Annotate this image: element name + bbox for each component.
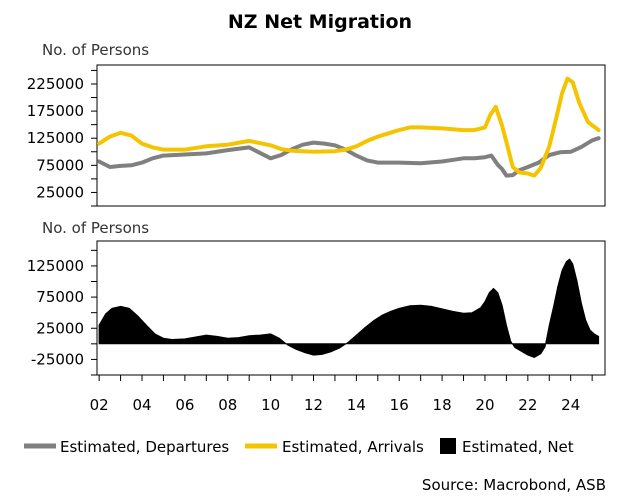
series-arrivals-line [97,76,601,178]
top-panel-frame [96,64,606,207]
bottom-panel-net-area [98,258,600,359]
x-tick-label: 24 [561,396,580,414]
x-tick-label: 06 [175,396,194,414]
legend: Estimated, Departures Estimated, Arrival… [24,438,574,456]
source-note: Source: Macrobond, ASB [422,476,606,494]
x-tick-label: 22 [518,396,537,414]
x-tick-label: 16 [390,396,409,414]
x-tick-label: 20 [475,396,494,414]
series-net-area [98,258,600,359]
x-tick-label: 10 [261,396,280,414]
top-panel-lines [97,76,601,178]
x-axis: 02 04 06 08 10 12 14 16 18 20 22 24 [90,375,593,414]
top-panel-ylabel: No. of Persons [42,41,149,59]
x-tick-label: 08 [218,396,237,414]
bottom-y-tick-label: 125000 [27,257,84,275]
chart-title: NZ Net Migration [228,11,412,33]
bottom-panel-frame [96,240,606,376]
legend-swatch-net [440,438,456,454]
bottom-panel-ylabel: No. of Persons [42,219,149,237]
bottom-y-tick-label: -25000 [31,350,84,368]
top-y-tick-label: 75000 [36,156,84,174]
x-tick-label: 14 [347,396,366,414]
top-y-tick-label: 25000 [36,183,84,201]
x-tick-label: 04 [132,396,151,414]
bottom-panel-y-axis: -25000 25000 75000 125000 [27,249,97,376]
x-tick-label: 12 [304,396,323,414]
legend-label-arrivals: Estimated, Arrivals [282,438,424,456]
top-y-tick-label: 125000 [27,129,84,147]
top-y-tick-label: 175000 [27,102,84,120]
series-departures-line [97,136,601,178]
bottom-y-tick-label: 25000 [36,319,84,337]
legend-label-net: Estimated, Net [462,438,574,456]
x-tick-label: 18 [433,396,452,414]
legend-label-departures: Estimated, Departures [60,438,229,456]
top-y-tick-label: 225000 [27,75,84,93]
top-panel-y-axis: 25000 75000 125000 175000 225000 [27,69,97,207]
x-tick-label: 02 [90,396,109,414]
bottom-y-tick-label: 75000 [36,288,84,306]
